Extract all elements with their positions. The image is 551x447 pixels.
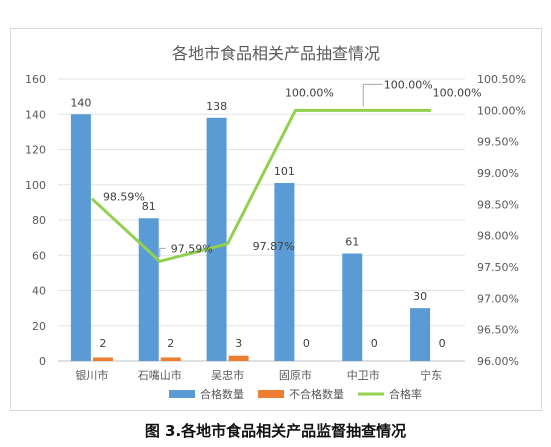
bar-value-label: 0	[439, 337, 446, 350]
rate-line-path	[90, 108, 432, 263]
bar-value-label: 138	[206, 100, 227, 113]
left-tick-label: 60	[32, 249, 46, 262]
right-tick-label: 97.00%	[477, 292, 519, 305]
rate-value-label: 100.00%	[285, 86, 334, 99]
right-tick-label: 100.00%	[477, 104, 526, 117]
legend-label: 合格数量	[200, 387, 244, 401]
legend-swatch-bar	[258, 390, 284, 398]
chart-title: 各地市食品相关产品抽查情况	[172, 44, 380, 63]
left-tick-label: 120	[25, 144, 46, 157]
bar-qualified	[410, 308, 431, 361]
legend-swatch-bar	[169, 390, 195, 398]
right-tick-label: 99.50%	[477, 136, 519, 149]
x-tick-label: 吴忠市	[211, 368, 244, 382]
bar-value-label: 0	[371, 337, 378, 350]
left-tick-label: 40	[32, 285, 46, 298]
right-tick-label: 96.00%	[477, 355, 519, 368]
rate-value-label: 100.00%	[433, 86, 482, 99]
right-tick-label: 96.50%	[477, 324, 519, 337]
bar-value-label: 3	[235, 337, 242, 350]
legend-label: 合格率	[389, 387, 422, 401]
bar-unqualified	[160, 357, 181, 361]
legend: 合格数量 不合格数量 合格率	[169, 387, 422, 401]
bar-value-label: 30	[413, 290, 427, 303]
bar-unqualified	[92, 357, 113, 361]
bar-value-label: 101	[274, 165, 295, 178]
grid-lines	[58, 78, 465, 362]
bar-value-label: 2	[99, 337, 106, 350]
rate-value-label: 97.87%	[253, 240, 295, 253]
chart-frame: 各地市食品相关产品抽查情况 0 20 40 60 80 100 120 140 160 96.0…	[10, 28, 542, 411]
bar-value-label: 61	[345, 235, 359, 248]
rate-line	[90, 108, 432, 263]
x-tick-label: 银川市	[75, 368, 108, 382]
bar-qualified	[206, 117, 227, 362]
bars	[70, 114, 431, 362]
label-leader-line	[362, 83, 383, 107]
right-tick-label: 99.00%	[477, 167, 519, 180]
left-tick-label: 100	[25, 179, 46, 192]
figure-caption: 图 3.各地市食品相关产品监督抽查情况	[144, 422, 407, 440]
bar-qualified	[138, 218, 159, 361]
x-axis-labels: 银川市 石嘴山市 吴忠市 固原市 中卫市 宁东	[75, 368, 442, 382]
x-tick-label: 石嘴山市	[138, 368, 182, 382]
rate-value-label: 97.59%	[171, 242, 213, 255]
left-tick-label: 20	[32, 320, 46, 333]
rate-value-label: 100.00%	[384, 78, 433, 91]
bar-value-label: 81	[142, 200, 156, 213]
bar-value-label: 140	[70, 96, 91, 109]
label-leader-line	[159, 247, 166, 258]
left-tick-label: 0	[39, 355, 46, 368]
bar-value-label: 0	[303, 337, 310, 350]
bar-unqualified	[228, 355, 249, 361]
x-tick-label: 宁东	[420, 368, 442, 382]
bar-qualified	[70, 114, 91, 361]
right-tick-label: 97.50%	[477, 261, 519, 274]
legend-label: 不合格数量	[289, 387, 344, 401]
bar-qualified	[274, 182, 295, 361]
left-tick-label: 140	[25, 108, 46, 121]
right-tick-label: 98.00%	[477, 230, 519, 243]
left-tick-label: 160	[25, 73, 46, 86]
x-tick-label: 固原市	[279, 368, 312, 382]
right-axis-ticks: 96.00% 96.50% 97.00% 97.50% 98.00% 98.50% 99.0…	[477, 73, 526, 368]
bar-qualified	[342, 253, 363, 361]
bar-value-label: 2	[167, 337, 174, 350]
right-tick-label: 100.50%	[477, 73, 526, 86]
right-tick-label: 98.50%	[477, 198, 519, 211]
left-tick-label: 80	[32, 214, 46, 227]
left-axis-ticks: 0 20 40 60 80 100 120 140 160	[25, 73, 46, 368]
x-tick-label: 中卫市	[347, 368, 380, 382]
rate-value-label: 98.59%	[103, 191, 145, 204]
